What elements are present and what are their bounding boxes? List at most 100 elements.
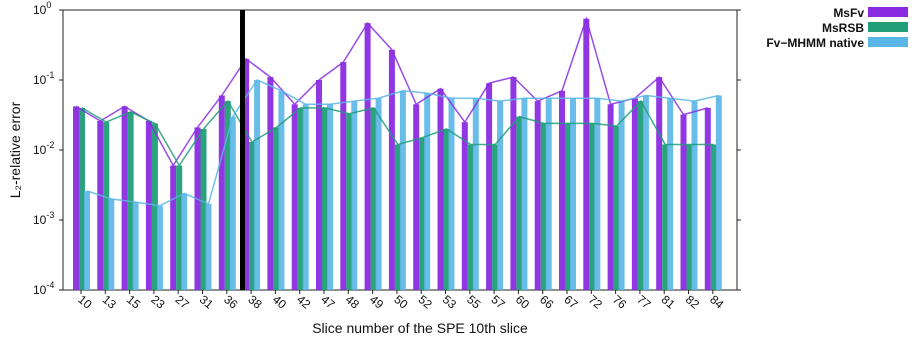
x-tick-label: 40 — [270, 292, 289, 312]
bar-1-13 — [97, 121, 104, 290]
y-tick-label: 10-2 — [33, 140, 54, 157]
bar-2-60 — [516, 116, 523, 290]
bar-1-10 — [73, 106, 79, 291]
x-tick-label: 53 — [440, 292, 459, 312]
bar-2-52 — [419, 137, 426, 290]
bar-1-76 — [607, 104, 614, 290]
bar-2-42 — [297, 107, 304, 291]
bar-2-31 — [200, 128, 207, 290]
y-tick-exponent: -3 — [46, 210, 54, 220]
bar-2-72 — [589, 123, 596, 291]
bar-3-66 — [545, 98, 552, 290]
bar-2-82 — [686, 144, 693, 290]
bar-1-49 — [364, 23, 371, 290]
bar-1-52 — [413, 104, 420, 290]
legend-label-1: MsFv — [833, 6, 864, 20]
bar-1-60 — [510, 77, 517, 290]
bar-3-57 — [497, 101, 504, 290]
bar-3-72 — [594, 98, 601, 290]
x-tick-label: 36 — [221, 292, 240, 312]
legend-swatch-1 — [868, 7, 908, 17]
y-tick-base: 10 — [33, 283, 47, 297]
bar-3-77 — [642, 95, 649, 290]
bar-3-48 — [351, 101, 358, 290]
bar-2-77 — [637, 101, 644, 290]
bar-2-10 — [79, 107, 85, 291]
legend-label-3: Fv−MHMM native — [766, 36, 864, 50]
bar-2-50 — [394, 144, 401, 290]
bar-3-38 — [254, 80, 261, 290]
bar-3-31 — [205, 203, 212, 290]
bar-1-42 — [291, 104, 298, 290]
legend-swatch-2 — [868, 22, 908, 32]
bar-3-76 — [618, 101, 625, 290]
legend-swatch-3 — [868, 37, 908, 47]
bar-3-84 — [715, 95, 722, 290]
bar-2-47 — [322, 107, 328, 291]
y-tick-exponent: -4 — [46, 280, 54, 290]
x-tick-label: 82 — [683, 292, 702, 312]
bar-1-81 — [656, 77, 663, 290]
x-tick-label: 77 — [634, 292, 653, 312]
bar-3-47 — [327, 104, 333, 290]
bar-1-57 — [486, 83, 493, 290]
bar-2-48 — [346, 113, 353, 290]
bar-1-72 — [583, 18, 590, 290]
bar-2-40 — [273, 127, 280, 291]
bar-1-36 — [218, 95, 225, 290]
x-tick-label: 31 — [197, 292, 216, 312]
series-lines — [75, 16, 719, 207]
x-axis: 10 13 15 23 27 31 36 38 40 42 47 48 49 50 52 53 55 57 60 66… — [75, 290, 727, 312]
bar-2-36 — [224, 101, 231, 290]
bar-3-67 — [570, 98, 576, 290]
bar-2-49 — [370, 107, 377, 291]
bar-1-67 — [559, 90, 565, 290]
bar-1-31 — [194, 127, 201, 291]
bar-2-66 — [540, 123, 547, 291]
bar-2-67 — [565, 123, 571, 291]
highlight-marker — [240, 10, 245, 290]
series-line-3 — [86, 79, 719, 207]
bar-1-48 — [340, 62, 347, 290]
bar-2-55 — [467, 144, 474, 290]
bar-2-23 — [151, 123, 158, 291]
x-tick-label: 15 — [124, 292, 143, 312]
bar-3-10 — [84, 191, 90, 290]
bar-3-23 — [156, 205, 163, 290]
bar-2-27 — [176, 165, 183, 290]
bar-1-82 — [680, 114, 687, 290]
bar-2-84 — [710, 144, 717, 290]
x-tick-label: 60 — [513, 292, 532, 312]
series-line-1 — [75, 16, 708, 167]
bar-1-84 — [704, 107, 711, 291]
y-tick-label: 10-3 — [33, 210, 54, 227]
bar-1-27 — [170, 165, 177, 290]
x-tick-label: 72 — [586, 292, 605, 312]
bar-2-53 — [443, 128, 450, 290]
bar-3-60 — [521, 98, 528, 290]
bar-1-47 — [316, 80, 322, 290]
bar-3-82 — [691, 101, 698, 290]
x-tick-label: 47 — [318, 292, 337, 312]
bar-3-52 — [424, 93, 431, 290]
x-tick-label: 76 — [610, 292, 629, 312]
legend-label-2: MsRSB — [822, 21, 864, 35]
x-tick-label: 42 — [294, 292, 313, 312]
bar-3-13 — [108, 198, 115, 290]
y-tick-exponent: -2 — [46, 140, 54, 150]
series-line-2 — [81, 99, 714, 167]
y-tick-base: 10 — [33, 213, 47, 227]
y-tick-label: 10-1 — [33, 70, 54, 87]
x-tick-label: 81 — [659, 292, 678, 312]
bar-3-40 — [278, 90, 285, 290]
bar-1-53 — [437, 88, 444, 290]
y-tick-base: 10 — [33, 73, 47, 87]
bar-2-38 — [249, 142, 256, 290]
bar-2-76 — [613, 126, 620, 290]
bar-3-53 — [448, 98, 455, 290]
bar-2-57 — [492, 144, 499, 290]
bar-3-49 — [375, 98, 382, 290]
